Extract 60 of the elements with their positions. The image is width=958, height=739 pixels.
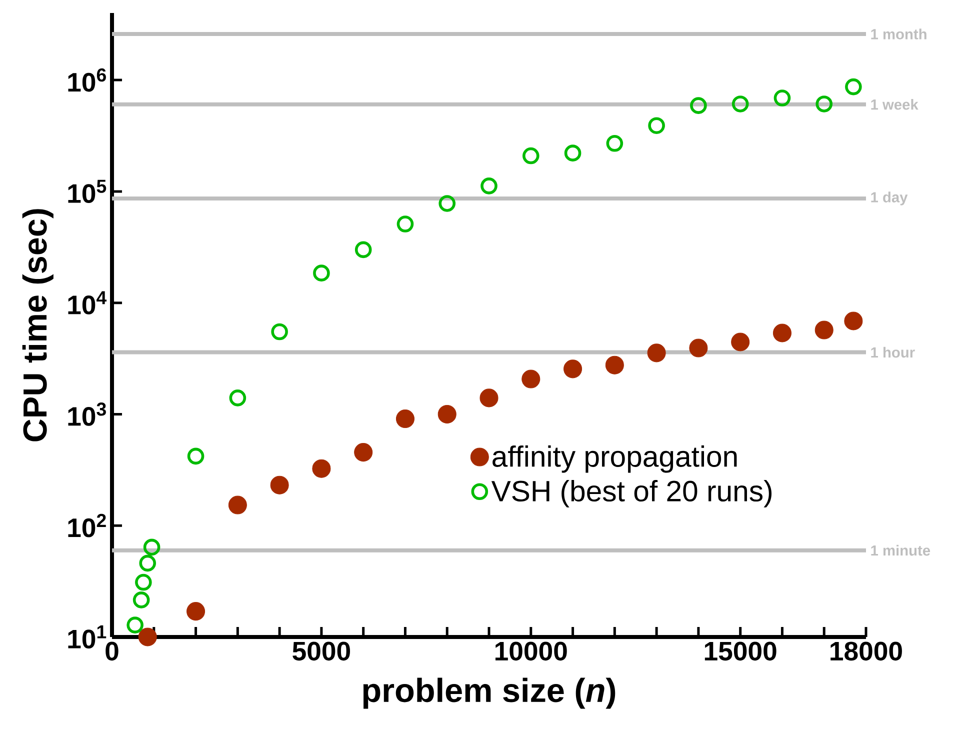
point bbox=[522, 147, 540, 164]
y-tick-label: 10$^{5}$ bbox=[68, 180, 106, 204]
y-tick-label: 10$^{6}$ bbox=[68, 68, 106, 92]
point bbox=[689, 338, 708, 358]
point bbox=[186, 602, 206, 621]
point bbox=[816, 96, 833, 112]
ref-line-label: 1 minute bbox=[871, 544, 930, 556]
point bbox=[605, 356, 624, 374]
y-tick-label: 10$^{2}$ bbox=[68, 514, 106, 538]
point bbox=[774, 90, 791, 106]
ref-line-label: 1 month bbox=[871, 28, 926, 40]
ref-line-label: 1 week bbox=[871, 99, 918, 110]
x-tick-label: 0 bbox=[106, 642, 118, 661]
point bbox=[606, 134, 624, 152]
x-tick-label: 5000 bbox=[292, 642, 350, 661]
point bbox=[270, 476, 289, 494]
point bbox=[438, 404, 456, 424]
point bbox=[354, 443, 373, 462]
point bbox=[564, 360, 582, 378]
point bbox=[772, 324, 792, 342]
point bbox=[522, 370, 540, 388]
x-tick-label: 18000 bbox=[830, 642, 902, 661]
point bbox=[814, 320, 834, 340]
legend-label: VSH (best of 20 runs) bbox=[491, 480, 772, 508]
point bbox=[126, 616, 144, 634]
point bbox=[143, 538, 160, 556]
ref-line-label: 1 day bbox=[871, 192, 908, 206]
point bbox=[313, 264, 330, 282]
x-tick-label: 15000 bbox=[704, 642, 776, 661]
point bbox=[845, 78, 862, 96]
point bbox=[228, 496, 247, 514]
point bbox=[138, 628, 157, 646]
point bbox=[229, 390, 246, 406]
point bbox=[135, 574, 152, 591]
ref-line-label: 1 hour bbox=[871, 346, 915, 358]
legend-label: affinity propagation bbox=[492, 445, 737, 473]
y-tick-label: 10$^{3}$ bbox=[68, 402, 106, 426]
point bbox=[396, 216, 414, 232]
y-tick-label: 10$^{4}$ bbox=[68, 291, 107, 314]
point bbox=[132, 592, 150, 608]
point bbox=[271, 323, 288, 340]
point bbox=[732, 96, 749, 112]
point bbox=[187, 448, 204, 465]
y-tick-label: 10$^{1}$ bbox=[68, 625, 106, 649]
point bbox=[564, 144, 582, 162]
point bbox=[438, 195, 456, 212]
point bbox=[690, 97, 707, 114]
point bbox=[648, 117, 665, 134]
x-axis-title: problem size (n) bbox=[363, 678, 616, 709]
point bbox=[647, 344, 666, 362]
point bbox=[312, 459, 331, 478]
point bbox=[354, 241, 372, 258]
point bbox=[844, 312, 863, 330]
point bbox=[731, 332, 750, 352]
point bbox=[480, 388, 498, 408]
point bbox=[139, 554, 156, 572]
y-axis-title: CPU time (sec) bbox=[22, 209, 54, 442]
point bbox=[396, 410, 414, 428]
point bbox=[480, 178, 498, 194]
x-tick-label: 10000 bbox=[495, 642, 567, 661]
